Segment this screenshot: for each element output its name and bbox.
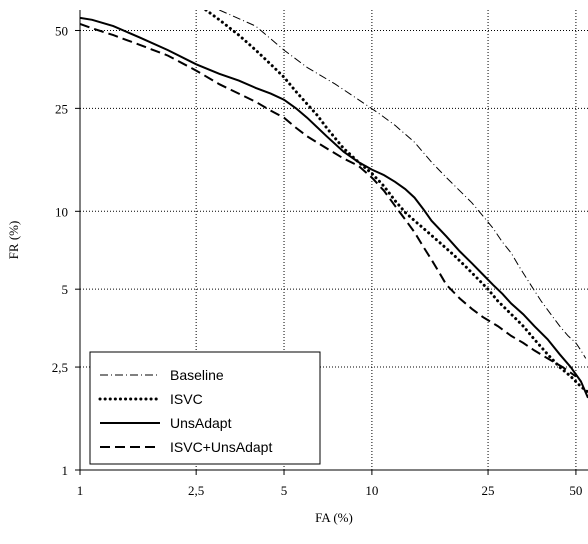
y-tick-label: 10 [55,204,68,219]
series-line-unsadapt [80,16,588,399]
legend-label: Baseline [170,367,224,383]
legend-box [89,351,321,465]
legend-label: ISVC+UnsAdapt [170,439,272,455]
series-layer [80,10,588,399]
x-tick-label: 5 [281,483,288,498]
legend-label: ISVC [170,391,203,407]
series-line-isvc-unsadapt [80,22,577,378]
x-tick-label: 25 [482,483,495,498]
y-tick-label: 2,5 [52,360,68,375]
y-axis-label: FR (%) [6,221,21,260]
x-tick-label: 10 [365,483,378,498]
x-tick-label: 50 [569,483,582,498]
legend: Baseline ISVC UnsAdapt ISVC+UnsAdapt [89,351,321,465]
plot-frame [79,10,588,471]
y-tick-label: 25 [55,101,68,116]
x-tick-label: 2,5 [188,483,204,498]
series-line-baseline [219,10,587,359]
y-axis-ticks: 1 2,5 5 10 25 50 [52,23,80,478]
x-axis-label: FA (%) [315,510,353,525]
x-tick-label: 1 [77,483,84,498]
y-tick-label: 1 [62,463,69,478]
y-tick-label: 50 [55,23,68,38]
x-axis-ticks: 1 2,5 5 10 25 50 [77,470,582,498]
legend-label: UnsAdapt [170,415,232,431]
y-tick-label: 5 [62,282,69,297]
series-line-isvc [204,10,588,394]
